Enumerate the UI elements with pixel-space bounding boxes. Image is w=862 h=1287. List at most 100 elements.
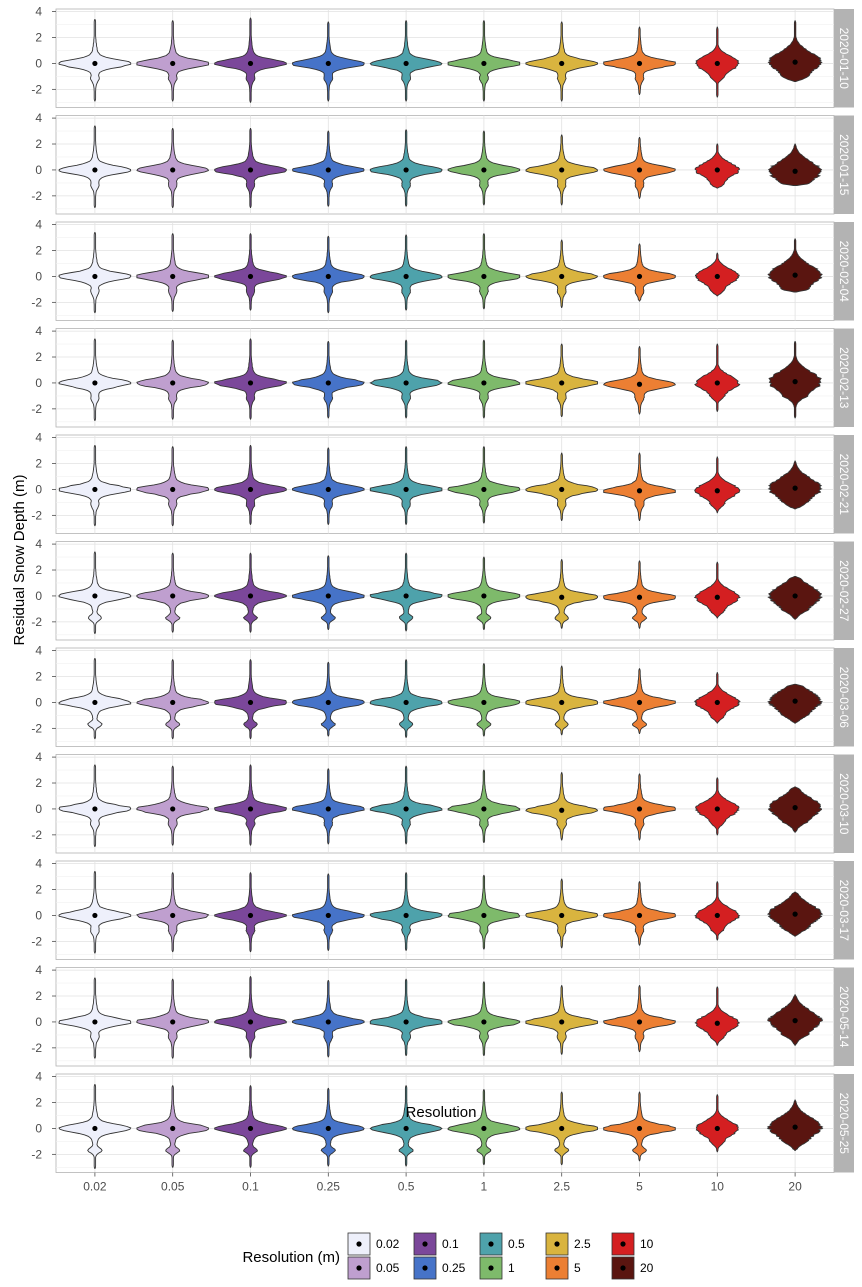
violin-0.02 — [58, 657, 132, 740]
facet-strip-label: 2020-05-14 — [837, 986, 851, 1048]
legend-key-point — [356, 1265, 362, 1271]
violin-10 — [693, 672, 741, 724]
y-tick-label: 2 — [35, 670, 42, 684]
y-tick-label: -2 — [31, 189, 42, 203]
median-point — [481, 273, 487, 280]
violin-0.05 — [136, 233, 209, 312]
violin-0.25 — [292, 447, 365, 525]
median-point — [481, 806, 487, 812]
legend-entry-label: 2.5 — [574, 1237, 591, 1251]
facet-strip-label: 2020-01-10 — [837, 28, 851, 90]
median-point — [714, 594, 720, 600]
median-point — [559, 1125, 565, 1132]
violin-5 — [603, 985, 676, 1053]
violin-5 — [603, 346, 676, 415]
violin-0.5 — [369, 978, 443, 1057]
y-tick-label: 0 — [35, 1121, 42, 1135]
violin-0.02 — [58, 338, 132, 421]
legend-entry-label: 0.1 — [442, 1237, 459, 1251]
legend-key-point — [422, 1241, 428, 1247]
median-point — [714, 699, 720, 706]
y-tick-label: 2 — [35, 989, 42, 1003]
median-point — [636, 1019, 643, 1025]
violin-2.5 — [525, 559, 598, 629]
median-point — [170, 806, 176, 812]
legend-entry-label: 10 — [640, 1237, 654, 1251]
median-point — [403, 273, 409, 280]
y-tick-label: 4 — [35, 324, 42, 338]
y-tick-label: 4 — [35, 111, 42, 125]
median-point — [403, 486, 409, 493]
y-tick-label: -2 — [31, 934, 42, 948]
violin-0.02 — [58, 870, 132, 954]
median-point — [481, 699, 487, 706]
median-point — [636, 912, 643, 919]
median-point — [92, 912, 98, 919]
median-point — [92, 699, 98, 706]
median-point — [714, 806, 720, 812]
violin-1 — [447, 233, 521, 310]
violin-20 — [767, 20, 823, 83]
median-point — [403, 380, 409, 386]
median-point — [247, 380, 254, 386]
y-tick-label: 0 — [35, 1015, 42, 1029]
y-tick-label: -2 — [31, 828, 42, 842]
x-tick-label: 1 — [481, 1180, 488, 1194]
median-point — [403, 60, 409, 67]
x-tick-label: 5 — [636, 1180, 643, 1194]
violin-0.5 — [369, 234, 443, 311]
median-point — [92, 486, 98, 493]
legend-key-point — [488, 1241, 494, 1247]
y-tick-label: -2 — [31, 1041, 42, 1055]
legend-entry-label: 1 — [508, 1261, 515, 1275]
violin-0.05 — [136, 978, 209, 1059]
median-point — [481, 1125, 487, 1132]
median-point — [481, 486, 487, 493]
legend-entry-label: 0.5 — [508, 1237, 525, 1251]
violin-1 — [447, 874, 521, 950]
y-tick-label: 4 — [35, 750, 42, 764]
median-point — [170, 593, 176, 599]
median-point — [792, 272, 798, 278]
median-point — [792, 698, 798, 704]
violin-0.02 — [58, 125, 132, 208]
violin-0.5 — [369, 659, 443, 738]
violin-10 — [693, 561, 741, 619]
facet-strip — [834, 9, 854, 108]
violin-0.1 — [214, 976, 287, 1059]
facet-strip-label: 2020-05-25 — [837, 1093, 851, 1155]
violin-0.05 — [136, 659, 210, 740]
median-point — [559, 1019, 565, 1025]
violin-0.1 — [214, 552, 287, 633]
legend-entry-label: 20 — [640, 1261, 654, 1275]
median-point — [92, 60, 98, 67]
y-tick-label: 2 — [35, 1096, 42, 1110]
y-tick-label: 0 — [35, 269, 42, 283]
y-tick-label: 0 — [35, 802, 42, 816]
median-point — [325, 380, 331, 386]
facet-panel: -2 0 2 4 2020-05-14 — [31, 963, 854, 1067]
violin-0.5 — [369, 872, 443, 951]
median-point — [403, 593, 409, 599]
legend-entry-label: 0.25 — [442, 1261, 466, 1275]
median-point — [481, 380, 487, 386]
facet-panel: -2 0 2 4 2020-02-04 — [31, 218, 854, 321]
facet-strip — [834, 115, 854, 214]
median-point — [170, 60, 176, 67]
violin-0.02 — [58, 18, 132, 102]
median-point — [714, 273, 720, 280]
facet-panel: -2 0 2 4 2020-01-15 — [31, 111, 854, 215]
y-tick-label: 4 — [35, 644, 42, 658]
median-point — [714, 1020, 720, 1026]
violin-0.02 — [58, 444, 131, 527]
facet-strip — [834, 541, 854, 640]
median-point — [714, 912, 720, 919]
legend-key-point — [620, 1241, 626, 1247]
y-tick-label: 0 — [35, 589, 42, 603]
x-axis: 0.02 0.05 0.1 0.25 0.5 1 2.5 5 10 20 — [83, 1172, 802, 1194]
y-tick-label: 0 — [35, 908, 42, 922]
violin-5 — [603, 243, 676, 302]
y-tick-label: 2 — [35, 883, 42, 897]
violin-0.02 — [58, 764, 132, 847]
